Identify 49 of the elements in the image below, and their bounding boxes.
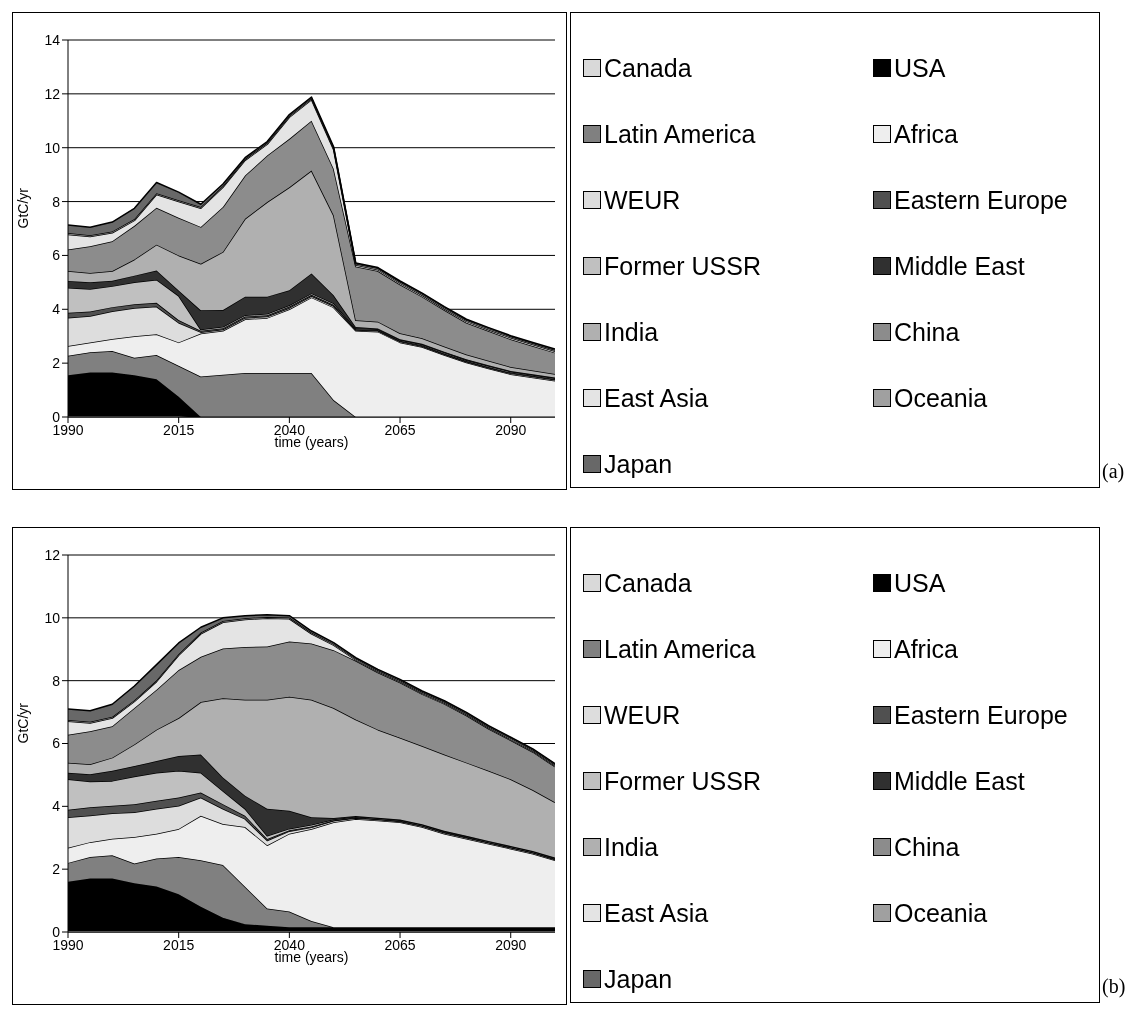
legend-label: Eastern Europe: [894, 700, 1068, 730]
x-tick-label: 2090: [495, 936, 527, 953]
legend-label: Oceania: [894, 898, 988, 928]
legend-label: Canada: [604, 568, 692, 598]
legend-label: India: [604, 832, 659, 862]
x-tick-label: 2015: [163, 936, 195, 953]
legend-label: WEUR: [604, 185, 681, 215]
y-tick-label: 10: [44, 609, 61, 626]
legend-label: China: [894, 317, 960, 347]
x-tick-label: 2065: [384, 936, 416, 953]
legend-label: Former USSR: [604, 251, 761, 281]
y-tick-label: 6: [52, 735, 61, 752]
y-tick-label: 2: [52, 355, 61, 372]
legend-label: India: [604, 317, 659, 347]
legend-label: Latin America: [604, 634, 756, 664]
legend-label: Latin America: [604, 119, 756, 149]
legend-label: China: [894, 832, 960, 862]
y-tick-label: 2: [52, 861, 61, 878]
legend-label: Former USSR: [604, 766, 761, 796]
legend-label: Middle East: [894, 251, 1025, 281]
legend-label: WEUR: [604, 700, 681, 730]
x-tick-label: 2090: [495, 421, 527, 438]
y-tick-label: 10: [44, 139, 61, 156]
y-tick-label: 12: [44, 85, 61, 102]
legend-label: Africa: [894, 119, 958, 149]
text: (b): [1102, 975, 1126, 998]
legend-label: Japan: [604, 449, 673, 479]
legend-label: East Asia: [604, 383, 709, 413]
legend-label: USA: [894, 53, 946, 83]
y-tick-label: 4: [52, 301, 61, 318]
legend-label: Middle East: [894, 766, 1025, 796]
legend-label: Africa: [894, 634, 958, 664]
y-tick-label: 8: [52, 193, 61, 210]
y-tick-label: 4: [52, 798, 61, 815]
text: (a): [1102, 460, 1125, 483]
legend-label: Japan: [604, 964, 673, 994]
y-tick-label: 6: [52, 247, 61, 264]
legend-label: Eastern Europe: [894, 185, 1068, 215]
y-tick-label: 14: [44, 31, 61, 48]
legend-label: East Asia: [604, 898, 709, 928]
y-tick-label: 8: [52, 672, 61, 689]
y-tick-label: 12: [44, 546, 61, 563]
x-tick-label: 2065: [384, 421, 416, 438]
y-axis-title: GtC/yr: [14, 702, 31, 744]
legend-label: Oceania: [894, 383, 988, 413]
legend-label: USA: [894, 568, 946, 598]
x-tick-label: 2015: [163, 421, 195, 438]
legend-label: Canada: [604, 53, 692, 83]
y-axis-title: GtC/yr: [14, 187, 31, 229]
